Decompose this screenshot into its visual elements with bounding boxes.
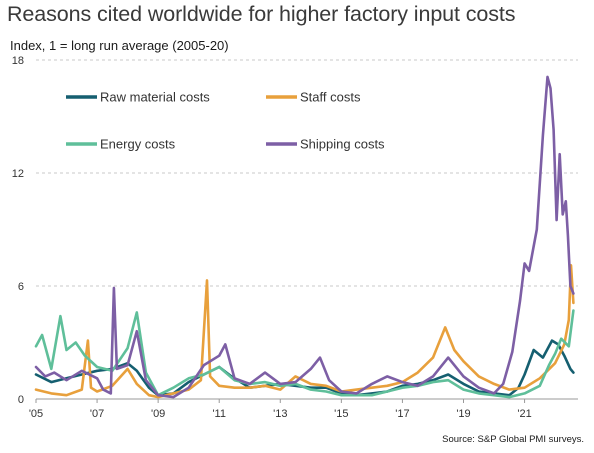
y-tick-label: 6 <box>18 281 24 293</box>
y-tick-label: 18 <box>12 55 24 67</box>
x-tick-label: '05 <box>29 408 43 420</box>
series-line-raw-material-costs <box>34 339 575 397</box>
legend: Raw material costs Staff costs Energy cost… <box>66 90 385 152</box>
chart-title: Reasons cited worldwide for higher facto… <box>7 2 516 26</box>
legend-label: Energy costs <box>100 137 176 152</box>
x-tick-label: '09 <box>151 408 165 420</box>
source-note: Source: S&P Global PMI surveys. <box>442 434 584 445</box>
series-line-staff-costs <box>34 264 575 399</box>
y-tick-label: 12 <box>12 168 24 180</box>
x-tick-label: '15 <box>334 408 348 420</box>
x-axis: '05 '07 '09 '11 '13 '15 '17 '19 '21 <box>29 398 578 420</box>
x-tick-label: '17 <box>395 408 409 420</box>
series-line-energy-costs <box>34 309 575 399</box>
chart-subtitle: Index, 1 = long run average (2005-20) <box>10 38 229 53</box>
y-axis-ticks: 0 6 12 18 <box>12 55 24 406</box>
gridlines <box>36 59 578 287</box>
legend-label: Shipping costs <box>300 137 385 152</box>
x-tick-label: '21 <box>517 408 531 420</box>
legend-label: Staff costs <box>300 90 361 105</box>
y-tick-label: 0 <box>18 394 24 406</box>
x-tick-label: '07 <box>90 408 104 420</box>
x-tick-label: '13 <box>273 408 287 420</box>
series-line-shipping-costs <box>34 75 575 399</box>
x-tick-label: '11 <box>212 408 226 420</box>
series-lines <box>34 75 575 399</box>
x-tick-label: '19 <box>456 408 470 420</box>
legend-label: Raw material costs <box>100 90 210 105</box>
